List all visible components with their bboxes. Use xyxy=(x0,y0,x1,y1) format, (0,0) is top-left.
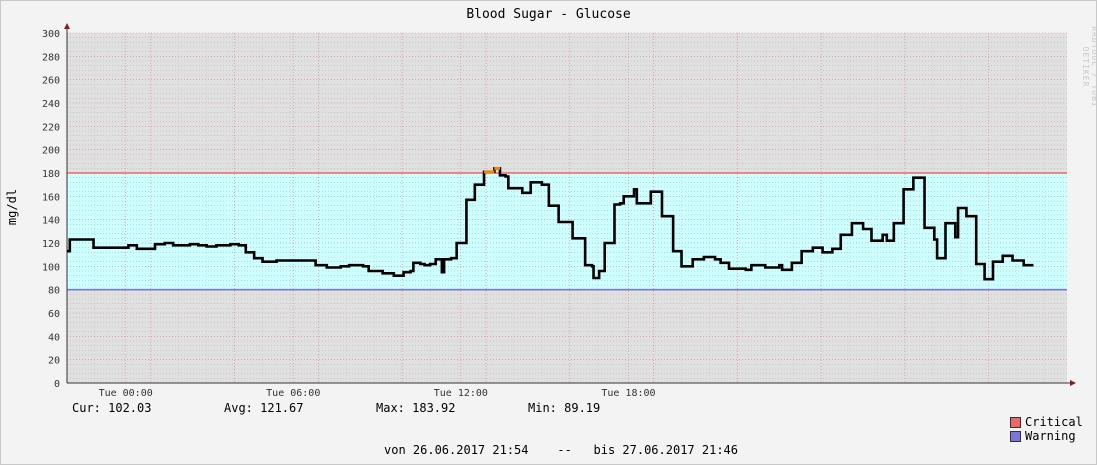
y-tick-label: 40 xyxy=(48,332,60,343)
y-tick-label: 180 xyxy=(42,169,60,180)
y-tick-label: 0 xyxy=(54,379,60,390)
x-tick-label: Tue 00:00 xyxy=(99,388,153,399)
stat-min: Min: 89.19 xyxy=(528,401,601,415)
x-axis-arrow xyxy=(1070,380,1076,386)
y-tick-label: 200 xyxy=(42,146,60,157)
x-tick-label: Tue 06:00 xyxy=(266,388,320,399)
glucose-line xyxy=(67,167,1034,281)
time-range-footer: von 26.06.2017 21:54 -- bis 27.06.2017 2… xyxy=(384,443,739,457)
x-tick-label: Tue 18:00 xyxy=(601,388,655,399)
y-tick-label: 120 xyxy=(42,239,60,250)
normal-range-band xyxy=(67,173,1067,290)
y-axis-arrow xyxy=(64,23,70,29)
legend-swatch-critical xyxy=(1010,417,1021,428)
chart-title: Blood Sugar - Glucose xyxy=(466,7,631,22)
y-tick-label: 240 xyxy=(42,99,60,110)
y-tick-label: 220 xyxy=(42,122,60,133)
y-tick-label: 100 xyxy=(42,262,60,273)
y-tick-label: 20 xyxy=(48,356,60,367)
y-tick-label: 140 xyxy=(42,216,60,227)
y-tick-label: 280 xyxy=(42,52,60,63)
y-tick-label: 60 xyxy=(48,309,60,320)
stat-cur: Cur: 102.03 xyxy=(72,401,152,415)
x-tick-label: Tue 12:00 xyxy=(434,388,488,399)
stat-avg: Avg: 121.67 xyxy=(224,401,304,415)
legend-label-critical: Critical xyxy=(1025,415,1083,429)
stat-max: Max: 183.92 xyxy=(376,401,456,415)
y-tick-label: 260 xyxy=(42,76,60,87)
legend-label-warning: Warning xyxy=(1025,429,1076,443)
y-tick-label: 160 xyxy=(42,192,60,203)
y-tick-label: 80 xyxy=(48,286,60,297)
y-tick-label: 300 xyxy=(42,29,60,40)
legend-swatch-warning xyxy=(1010,431,1021,442)
